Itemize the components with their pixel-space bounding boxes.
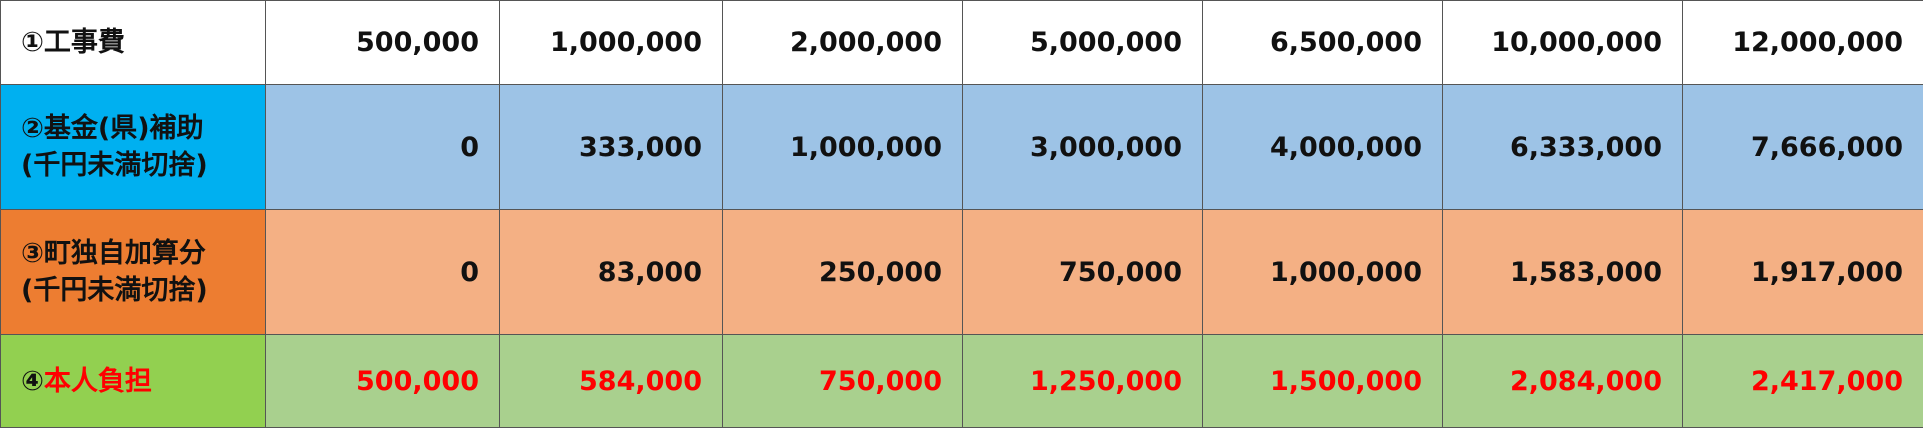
table-cell: 6,333,000	[1443, 85, 1683, 210]
table-cell: 2,417,000	[1683, 335, 1923, 428]
self-pay-label: ④本人負担	[1, 335, 266, 428]
table-cell: 750,000	[963, 210, 1203, 335]
table-cell: 1,583,000	[1443, 210, 1683, 335]
prefectural-fund-subsidy-label: ②基金(県)補助 (千円未満切捨)	[1, 85, 266, 210]
table-cell: 5,000,000	[963, 1, 1203, 85]
prefectural-fund-subsidy-row: ②基金(県)補助 (千円未満切捨) 0 333,000 1,000,000 3,…	[1, 85, 1923, 210]
table-cell: 1,500,000	[1203, 335, 1443, 428]
town-addition-row: ③町独自加算分 (千円未満切捨) 0 83,000 250,000 750,00…	[1, 210, 1923, 335]
table-cell: 1,000,000	[500, 1, 723, 85]
table-cell: 4,000,000	[1203, 85, 1443, 210]
construction-cost-row: ①工事費 500,000 1,000,000 2,000,000 5,000,0…	[1, 1, 1923, 85]
row-marker: ①	[21, 27, 44, 58]
table-cell: 1,000,000	[1203, 210, 1443, 335]
row-label: ③町独自加算分	[21, 235, 265, 272]
row-note: (千円未満切捨)	[21, 147, 265, 184]
table-cell: 0	[266, 210, 500, 335]
table-cell: 7,666,000	[1683, 85, 1923, 210]
construction-cost-label: ①工事費	[1, 1, 266, 85]
table-cell: 1,250,000	[963, 335, 1203, 428]
table-cell: 2,000,000	[723, 1, 963, 85]
table-cell: 10,000,000	[1443, 1, 1683, 85]
table-cell: 250,000	[723, 210, 963, 335]
table-cell: 750,000	[723, 335, 963, 428]
row-marker: ④	[21, 366, 44, 397]
table-cell: 1,917,000	[1683, 210, 1923, 335]
row-label: ②基金(県)補助	[21, 110, 265, 147]
table-cell: 500,000	[266, 335, 500, 428]
table-cell: 6,500,000	[1203, 1, 1443, 85]
row-label: 工事費	[44, 27, 125, 58]
row-note: (千円未満切捨)	[21, 272, 265, 309]
table-cell: 333,000	[500, 85, 723, 210]
table-cell: 584,000	[500, 335, 723, 428]
table-cell: 3,000,000	[963, 85, 1203, 210]
table-cell: 0	[266, 85, 500, 210]
town-addition-label: ③町独自加算分 (千円未満切捨)	[1, 210, 266, 335]
table-cell: 1,000,000	[723, 85, 963, 210]
table-cell: 12,000,000	[1683, 1, 1923, 85]
row-label: 本人負担	[44, 366, 152, 397]
table-cell: 2,084,000	[1443, 335, 1683, 428]
table-cell: 83,000	[500, 210, 723, 335]
self-pay-row: ④本人負担 500,000 584,000 750,000 1,250,000 …	[1, 335, 1923, 428]
table-cell: 500,000	[266, 1, 500, 85]
